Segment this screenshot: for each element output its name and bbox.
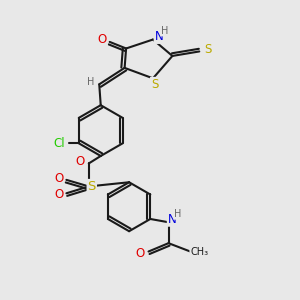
Text: N: N	[154, 30, 163, 43]
Text: O: O	[98, 33, 107, 46]
Text: O: O	[76, 155, 85, 168]
Text: N: N	[168, 213, 176, 226]
Text: O: O	[54, 188, 64, 201]
Text: O: O	[54, 172, 64, 185]
Text: H: H	[161, 26, 169, 36]
Text: S: S	[88, 180, 96, 193]
Text: S: S	[151, 78, 158, 91]
Text: O: O	[136, 247, 145, 260]
Text: H: H	[174, 209, 182, 219]
Text: H: H	[87, 77, 94, 87]
Text: CH₃: CH₃	[190, 247, 208, 256]
Text: S: S	[204, 44, 211, 56]
Text: Cl: Cl	[53, 137, 65, 150]
